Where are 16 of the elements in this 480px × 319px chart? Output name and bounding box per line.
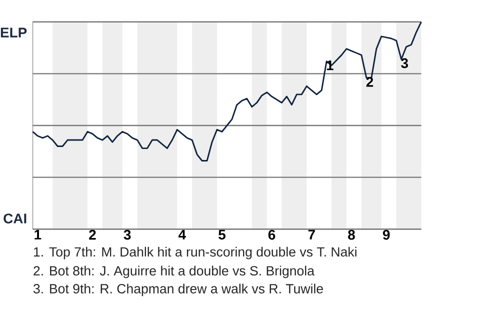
x-tick-label: 6 [268,230,276,240]
text: 1. Top 7th: M. Dahlk hit a run-scoring double vs T. Naki [34,246,356,260]
x-tick-label: 3 [124,230,131,240]
annotation: 2 [366,77,374,87]
text: CAI [4,214,26,224]
x-tick-label: 1 [34,230,42,240]
x-tick-label: 8 [348,230,355,240]
x-tick-label: 2 [89,230,96,240]
text: 3. Bot 9th: R. Chapman drew a walk vs R. Tuwile [33,284,323,296]
text: ELP [0,28,27,38]
x-tick-label: 9 [382,230,390,240]
annotation: 3 [401,58,408,68]
x-tick-label: 4 [178,230,186,240]
x-tick-label: 5 [218,230,226,240]
x-tick-label: 7 [308,230,315,240]
text: 2. Bot 8th: J. Aguirre hit a double vs S. Brignola [34,266,314,278]
